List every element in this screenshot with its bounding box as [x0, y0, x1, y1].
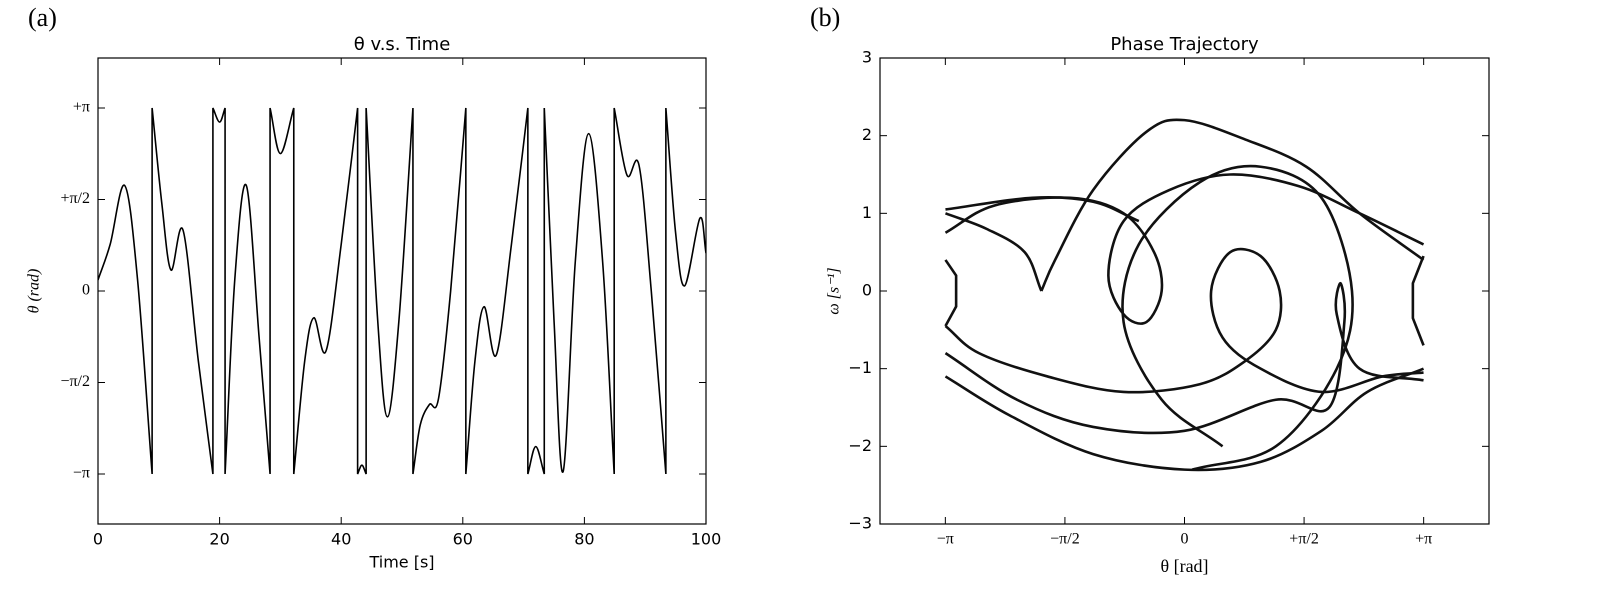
- y-tick-label: +π: [73, 99, 90, 116]
- y-tick-label: −π/2: [60, 373, 90, 390]
- trajectory-line: [98, 107, 706, 475]
- x-tick-label: 0: [93, 530, 103, 549]
- y-tick-label: 0: [862, 281, 872, 300]
- y-tick-label: 3: [862, 48, 872, 67]
- trajectory-line: [945, 196, 1140, 223]
- trajectory-line: [945, 212, 1043, 292]
- trajectory-line: [1040, 118, 1425, 292]
- y-tick-label: −1: [848, 358, 872, 377]
- chart-title: Phase Trajectory: [1110, 34, 1259, 55]
- trajectory-line: [944, 259, 958, 327]
- x-tick-label: 60: [453, 530, 473, 549]
- y-tick-label: −π: [73, 465, 90, 482]
- x-tick-label: −π/2: [1050, 531, 1080, 548]
- y-tick-label: −2: [848, 436, 872, 455]
- trajectory-line: [1121, 164, 1354, 471]
- x-tick-label: 100: [691, 530, 722, 549]
- panel-label: (b): [810, 3, 840, 32]
- y-tick-label: 1: [862, 203, 872, 222]
- x-tick-label: 20: [209, 530, 229, 549]
- panel-label: (a): [28, 3, 57, 32]
- trajectory-line: [944, 367, 1425, 472]
- y-axis-label: ω [s⁻¹]: [826, 267, 843, 314]
- plot-frame: [879, 57, 1490, 525]
- x-axis-label: Time [s]: [368, 553, 434, 572]
- y-tick-label: −3: [848, 514, 872, 533]
- x-tick-label: 80: [574, 530, 594, 549]
- y-axis-label: θ (rad): [26, 269, 43, 314]
- trajectory-line: [1411, 255, 1425, 346]
- y-tick-label: 0: [82, 282, 90, 299]
- plot-frame: [97, 57, 707, 525]
- y-tick-label: 2: [862, 125, 872, 144]
- x-tick-label: +π/2: [1289, 531, 1319, 548]
- x-tick-label: +π: [1415, 531, 1432, 548]
- x-axis-label: θ [rad]: [1160, 556, 1208, 576]
- chart-title: θ v.s. Time: [354, 34, 451, 55]
- x-tick-label: −π: [937, 531, 954, 548]
- trajectory-line: [944, 247, 1424, 394]
- y-tick-label: +π/2: [60, 190, 90, 207]
- x-tick-label: 40: [331, 530, 351, 549]
- trajectory-line: [944, 281, 1424, 435]
- x-tick-label: 0: [1181, 531, 1189, 548]
